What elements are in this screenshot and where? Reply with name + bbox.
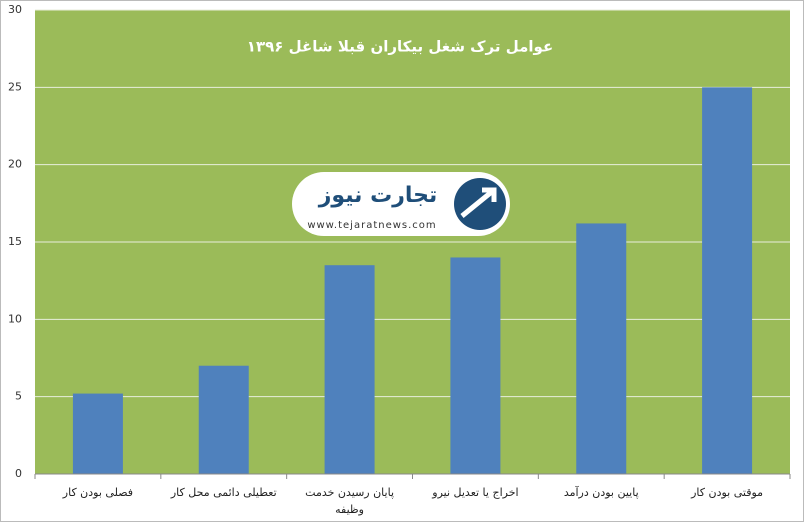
y-tick-label: 5	[15, 390, 22, 403]
bar	[198, 365, 249, 474]
bar	[576, 223, 627, 474]
watermark: تجارت نیوز www.tejaratnews.com	[292, 172, 510, 236]
watermark-bg	[292, 172, 510, 236]
x-tick-label: فصلی بودن کار	[62, 486, 134, 499]
x-tick-label: پایان رسیدن خدمت وظیفه	[305, 486, 395, 516]
x-tick-label: تعطیلی دائمی محل کار	[170, 486, 277, 499]
x-tick-label: پایین بودن درآمد	[563, 486, 639, 499]
y-tick-label: 25	[8, 80, 22, 93]
y-tick-label: 10	[8, 312, 22, 325]
y-tick-label: 30	[8, 3, 22, 16]
x-tick-label: اخراج یا تعدیل نیرو	[432, 486, 519, 499]
watermark-url: www.tejaratnews.com	[307, 220, 436, 231]
watermark-arrow	[460, 187, 497, 218]
bar	[72, 393, 123, 474]
y-tick-label: 0	[15, 467, 22, 480]
bar	[324, 265, 375, 474]
bar	[702, 87, 753, 474]
watermark-text: تجارت نیوز	[318, 183, 438, 208]
chart-title: عوامل ترک شغل بیکاران قبلا شاغل ۱۳۹۶	[247, 38, 553, 56]
y-tick-label: 20	[8, 158, 22, 171]
y-tick-label: 15	[8, 235, 22, 248]
x-tick-label: موقتی بودن کار	[691, 486, 764, 499]
bar	[450, 257, 501, 474]
